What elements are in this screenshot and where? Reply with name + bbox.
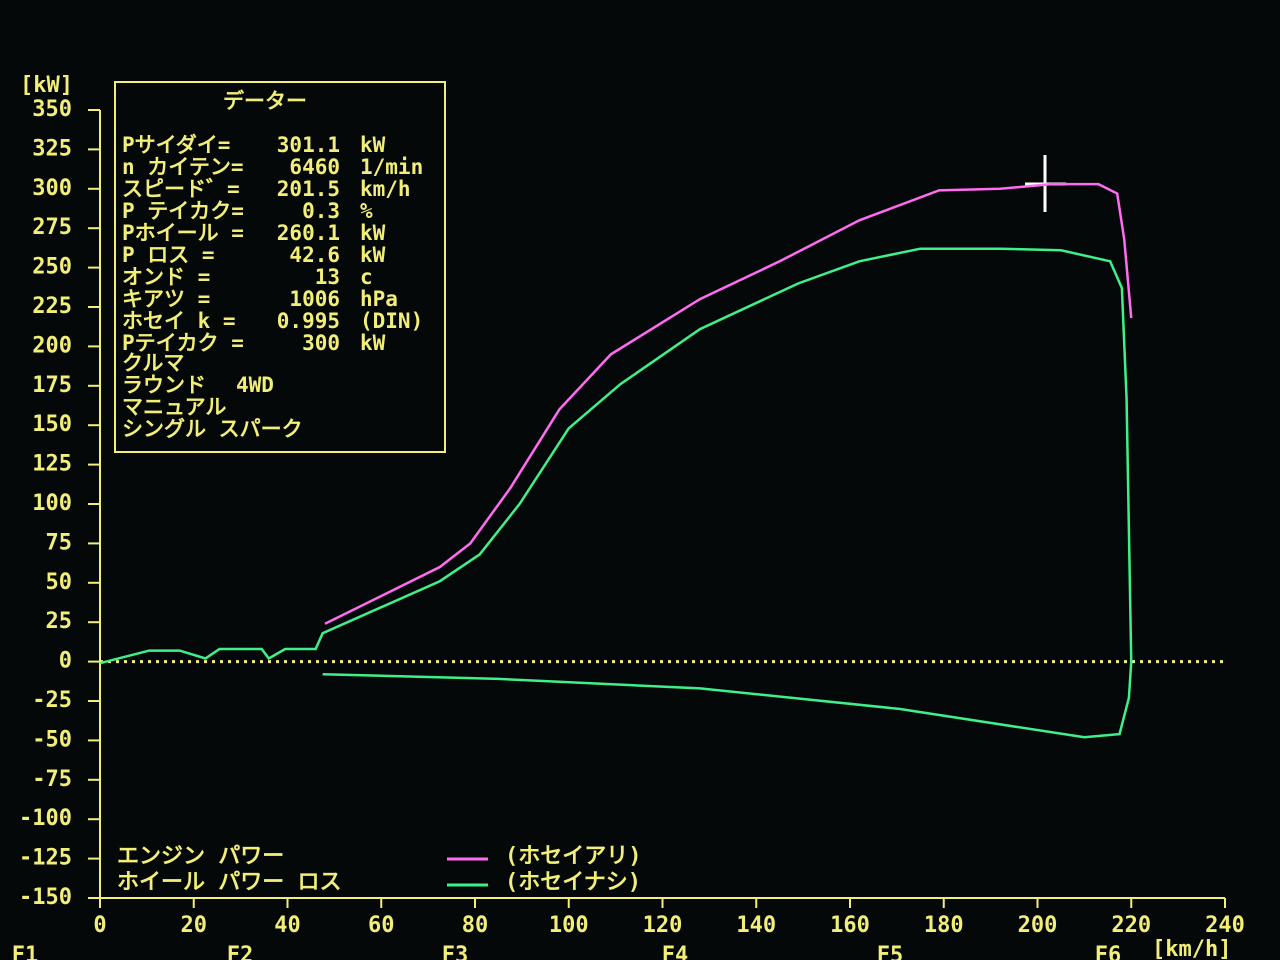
x-tick-label: 160: [830, 913, 870, 938]
info-value: 1006: [289, 287, 340, 311]
y-tick-label: -50: [32, 727, 72, 752]
x-tick-label: 100: [549, 913, 589, 938]
info-label: ホセイ k =: [122, 309, 236, 333]
info-vehicle: マニュアル: [122, 395, 226, 419]
y-unit: [kW]: [20, 73, 73, 98]
function-key: F2: [227, 943, 254, 960]
y-tick-label: 350: [32, 97, 72, 122]
series-line: [99, 247, 1133, 739]
y-tick-label: 325: [32, 136, 72, 161]
info-value: 201.5: [277, 177, 340, 201]
y-tick-label: 125: [32, 452, 72, 477]
y-tick-label: -100: [19, 806, 72, 831]
info-vehicle: クルマ: [122, 351, 184, 375]
info-unit: 1/min: [360, 155, 423, 179]
y-tick-label: 225: [32, 294, 72, 319]
series-label: エンジン パワー: [117, 844, 284, 869]
function-key: F1: [12, 943, 39, 960]
info-vehicle: ラウンド: [122, 373, 206, 397]
legend-label: (ホセイナシ): [505, 870, 641, 895]
info-value: 260.1: [277, 221, 340, 245]
series-line: [324, 182, 1133, 625]
info-value: 301.1: [277, 133, 340, 157]
x-tick-label: 220: [1111, 913, 1151, 938]
y-tick-label: 150: [32, 412, 72, 437]
info-panel: データー Pサイダイ= 301.1 kW n カイテン= 6460 1/min スピード゛=…: [114, 81, 446, 453]
info-vehicle: シングル スパーク: [122, 417, 303, 441]
x-tick-label: 120: [643, 913, 683, 938]
y-tick-label: -125: [19, 846, 72, 871]
info-label: P テイカク=: [122, 199, 244, 223]
y-tick-label: 300: [32, 176, 72, 201]
info-value: 42.6: [289, 243, 340, 267]
function-key: F4: [662, 943, 689, 960]
info-unit: km/h: [360, 177, 411, 201]
x-tick-label: 180: [924, 913, 964, 938]
info-unit: hPa: [360, 287, 398, 311]
function-key: F3: [442, 943, 469, 960]
x-tick-label: 140: [736, 913, 776, 938]
info-value: 0.3: [302, 199, 340, 223]
y-tick-label: -150: [19, 885, 72, 910]
info-value: 300: [302, 331, 340, 355]
y-tick-label: 100: [32, 491, 72, 516]
info-unit: kW: [360, 331, 386, 355]
info-label: P ロス =: [122, 243, 215, 267]
info-unit: kW: [360, 133, 386, 157]
info-unit: kW: [360, 243, 386, 267]
series-label: ホイール パワー ロス: [117, 870, 342, 895]
x-tick-label: 80: [462, 913, 489, 938]
info-label: オンド =: [122, 265, 210, 289]
info-label: Pホイール =: [122, 221, 244, 245]
x-tick-label: 20: [181, 913, 208, 938]
y-tick-label: 250: [32, 255, 72, 280]
legend-label: (ホセイアリ): [505, 844, 642, 869]
info-unit: c: [360, 265, 373, 289]
info-label: Pサイダイ=: [122, 133, 230, 157]
y-tick-label: 200: [32, 333, 72, 358]
x-unit: [km/h]: [1152, 937, 1231, 960]
info-value: 13: [315, 265, 340, 289]
function-key: F5: [877, 943, 904, 960]
info-unit: (DIN): [360, 309, 423, 333]
y-tick-label: -25: [32, 688, 72, 713]
info-label: スピード゛=: [122, 177, 240, 201]
y-tick-label: 175: [32, 373, 72, 398]
info-label: キアツ =: [122, 287, 210, 311]
x-tick-label: 200: [1018, 913, 1058, 938]
info-unit: kW: [360, 221, 386, 245]
y-tick-label: 0: [59, 649, 72, 674]
info-unit: %: [360, 199, 373, 223]
info-box: [114, 81, 446, 453]
x-tick-label: 0: [93, 913, 106, 938]
info-drive: 4WD: [236, 373, 274, 397]
y-tick-label: -75: [32, 767, 72, 792]
x-tick-label: 40: [274, 913, 301, 938]
x-tick-label: 240: [1205, 913, 1245, 938]
function-key: F6: [1095, 943, 1122, 960]
y-tick-label: 275: [32, 215, 72, 240]
y-tick-label: 50: [46, 570, 73, 595]
x-tick-label: 60: [368, 913, 395, 938]
info-title: データー: [223, 89, 307, 113]
info-value: 0.995: [277, 309, 340, 333]
y-tick-label: 25: [46, 609, 73, 634]
info-value: 6460: [289, 155, 340, 179]
info-label: Pテイカク =: [122, 331, 244, 355]
info-label: n カイテン=: [122, 155, 244, 179]
y-tick-label: 75: [46, 530, 73, 555]
